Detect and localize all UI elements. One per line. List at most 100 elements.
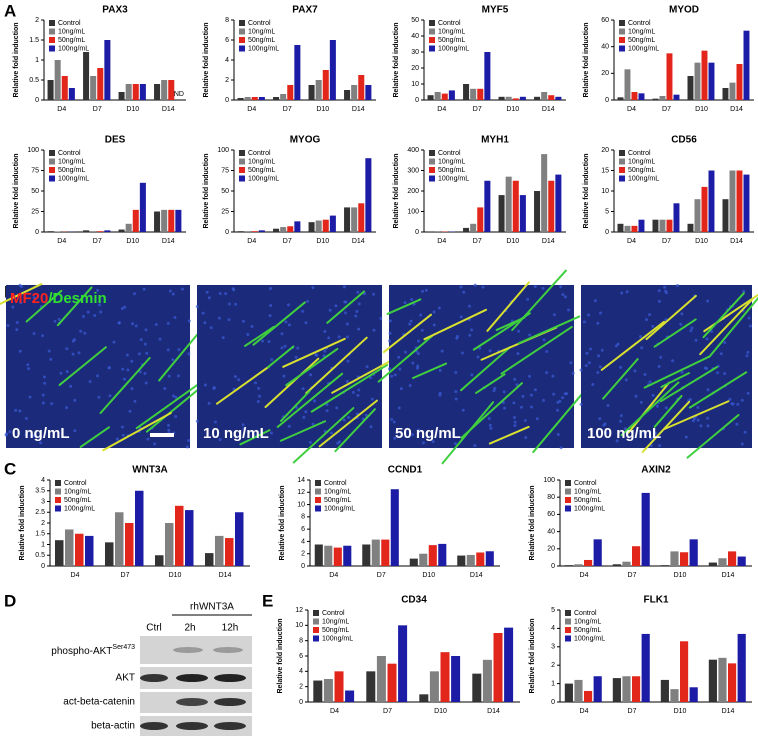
bar bbox=[612, 678, 621, 702]
nucleus bbox=[643, 373, 647, 377]
bar bbox=[612, 564, 621, 566]
y-tick-label: 15 bbox=[601, 167, 609, 174]
bar bbox=[323, 679, 333, 702]
fiber bbox=[25, 289, 63, 323]
y-tick-label: 12 bbox=[297, 489, 305, 496]
nucleus bbox=[588, 347, 592, 351]
y-tick-label: 75 bbox=[31, 167, 39, 174]
nucleus bbox=[438, 368, 442, 372]
nucleus bbox=[723, 341, 727, 345]
nucleus bbox=[421, 289, 425, 293]
bar bbox=[125, 84, 132, 100]
x-tick-label: D14 bbox=[162, 238, 175, 245]
nucleus bbox=[676, 284, 680, 288]
bar bbox=[622, 676, 631, 702]
nucleus bbox=[438, 391, 442, 395]
legend-swatch bbox=[49, 158, 55, 165]
nucleus bbox=[134, 324, 138, 328]
nucleus bbox=[735, 422, 739, 426]
y-tick-label: 40 bbox=[547, 528, 555, 535]
y-tick-label: 100 bbox=[27, 147, 39, 154]
fiber bbox=[686, 413, 740, 459]
x-tick-label: D7 bbox=[283, 106, 292, 113]
band bbox=[176, 698, 208, 706]
bar bbox=[345, 690, 355, 702]
bar bbox=[237, 231, 244, 232]
nucleus bbox=[579, 402, 583, 406]
nucleus bbox=[552, 313, 556, 317]
fiber bbox=[600, 320, 666, 371]
bar bbox=[440, 652, 450, 702]
bar bbox=[258, 230, 265, 232]
stain-red: MF20 bbox=[10, 290, 48, 307]
bar bbox=[438, 543, 447, 566]
y-tick-label: 0 bbox=[551, 699, 555, 706]
bar bbox=[329, 40, 336, 100]
legend-swatch bbox=[619, 37, 625, 43]
nucleus bbox=[585, 351, 589, 355]
bar bbox=[638, 93, 645, 100]
nucleus bbox=[639, 334, 643, 338]
bar bbox=[477, 88, 484, 100]
bar bbox=[632, 676, 641, 702]
x-tick-label: D14 bbox=[352, 238, 365, 245]
nucleus bbox=[180, 287, 184, 291]
legend-swatch bbox=[429, 28, 435, 35]
nucleus bbox=[356, 394, 360, 398]
nucleus bbox=[454, 390, 458, 394]
fiber bbox=[334, 408, 376, 453]
band bbox=[214, 722, 246, 730]
nucleus bbox=[128, 409, 132, 413]
bar bbox=[505, 176, 512, 232]
y-tick-label: 100 bbox=[407, 208, 419, 215]
nucleus bbox=[233, 375, 237, 379]
y-tick-label: 1 bbox=[551, 680, 555, 687]
stain-green: /Desmin bbox=[48, 290, 106, 307]
bar bbox=[273, 97, 280, 100]
nucleus bbox=[139, 338, 143, 342]
nucleus bbox=[88, 380, 92, 384]
nucleus bbox=[69, 384, 73, 388]
x-tick-label: D7 bbox=[662, 106, 671, 113]
nucleus bbox=[746, 350, 750, 354]
nucleus bbox=[587, 313, 591, 317]
nucleus bbox=[335, 406, 339, 410]
nucleus bbox=[24, 433, 28, 437]
nucleus bbox=[294, 355, 298, 359]
bar bbox=[652, 98, 659, 100]
y-tick-label: 300 bbox=[407, 167, 419, 174]
legend-swatch bbox=[239, 158, 245, 165]
lane-label: 12h bbox=[222, 623, 239, 634]
bar bbox=[362, 544, 371, 566]
bar bbox=[737, 556, 746, 566]
nucleus bbox=[269, 303, 273, 307]
nucleus bbox=[526, 297, 530, 301]
nucleus bbox=[345, 379, 349, 383]
bar bbox=[498, 195, 505, 232]
y-tick-label: 12 bbox=[295, 607, 303, 614]
nucleus bbox=[512, 416, 516, 420]
bar bbox=[322, 219, 329, 232]
band bbox=[173, 647, 203, 653]
nucleus bbox=[11, 305, 15, 309]
legend-swatch bbox=[49, 37, 55, 43]
nucleus bbox=[388, 319, 392, 323]
bar bbox=[541, 154, 548, 232]
nucleus bbox=[213, 420, 217, 424]
nucleus bbox=[565, 392, 569, 396]
nucleus bbox=[397, 406, 401, 410]
legend-swatch bbox=[429, 150, 435, 156]
bar bbox=[493, 633, 503, 702]
nucleus bbox=[336, 441, 340, 445]
nucleus bbox=[203, 383, 207, 387]
legend-label: 100ng/mL bbox=[58, 45, 89, 52]
legend-label: 50ng/mL bbox=[574, 627, 601, 634]
nucleus bbox=[18, 349, 22, 353]
x-tick-label: D7 bbox=[662, 238, 671, 245]
bar bbox=[736, 170, 743, 232]
nucleus bbox=[598, 417, 602, 421]
nucleus bbox=[517, 329, 521, 333]
nucleus bbox=[519, 405, 523, 409]
bar bbox=[115, 512, 124, 566]
y-tick-label: 10 bbox=[297, 501, 305, 508]
